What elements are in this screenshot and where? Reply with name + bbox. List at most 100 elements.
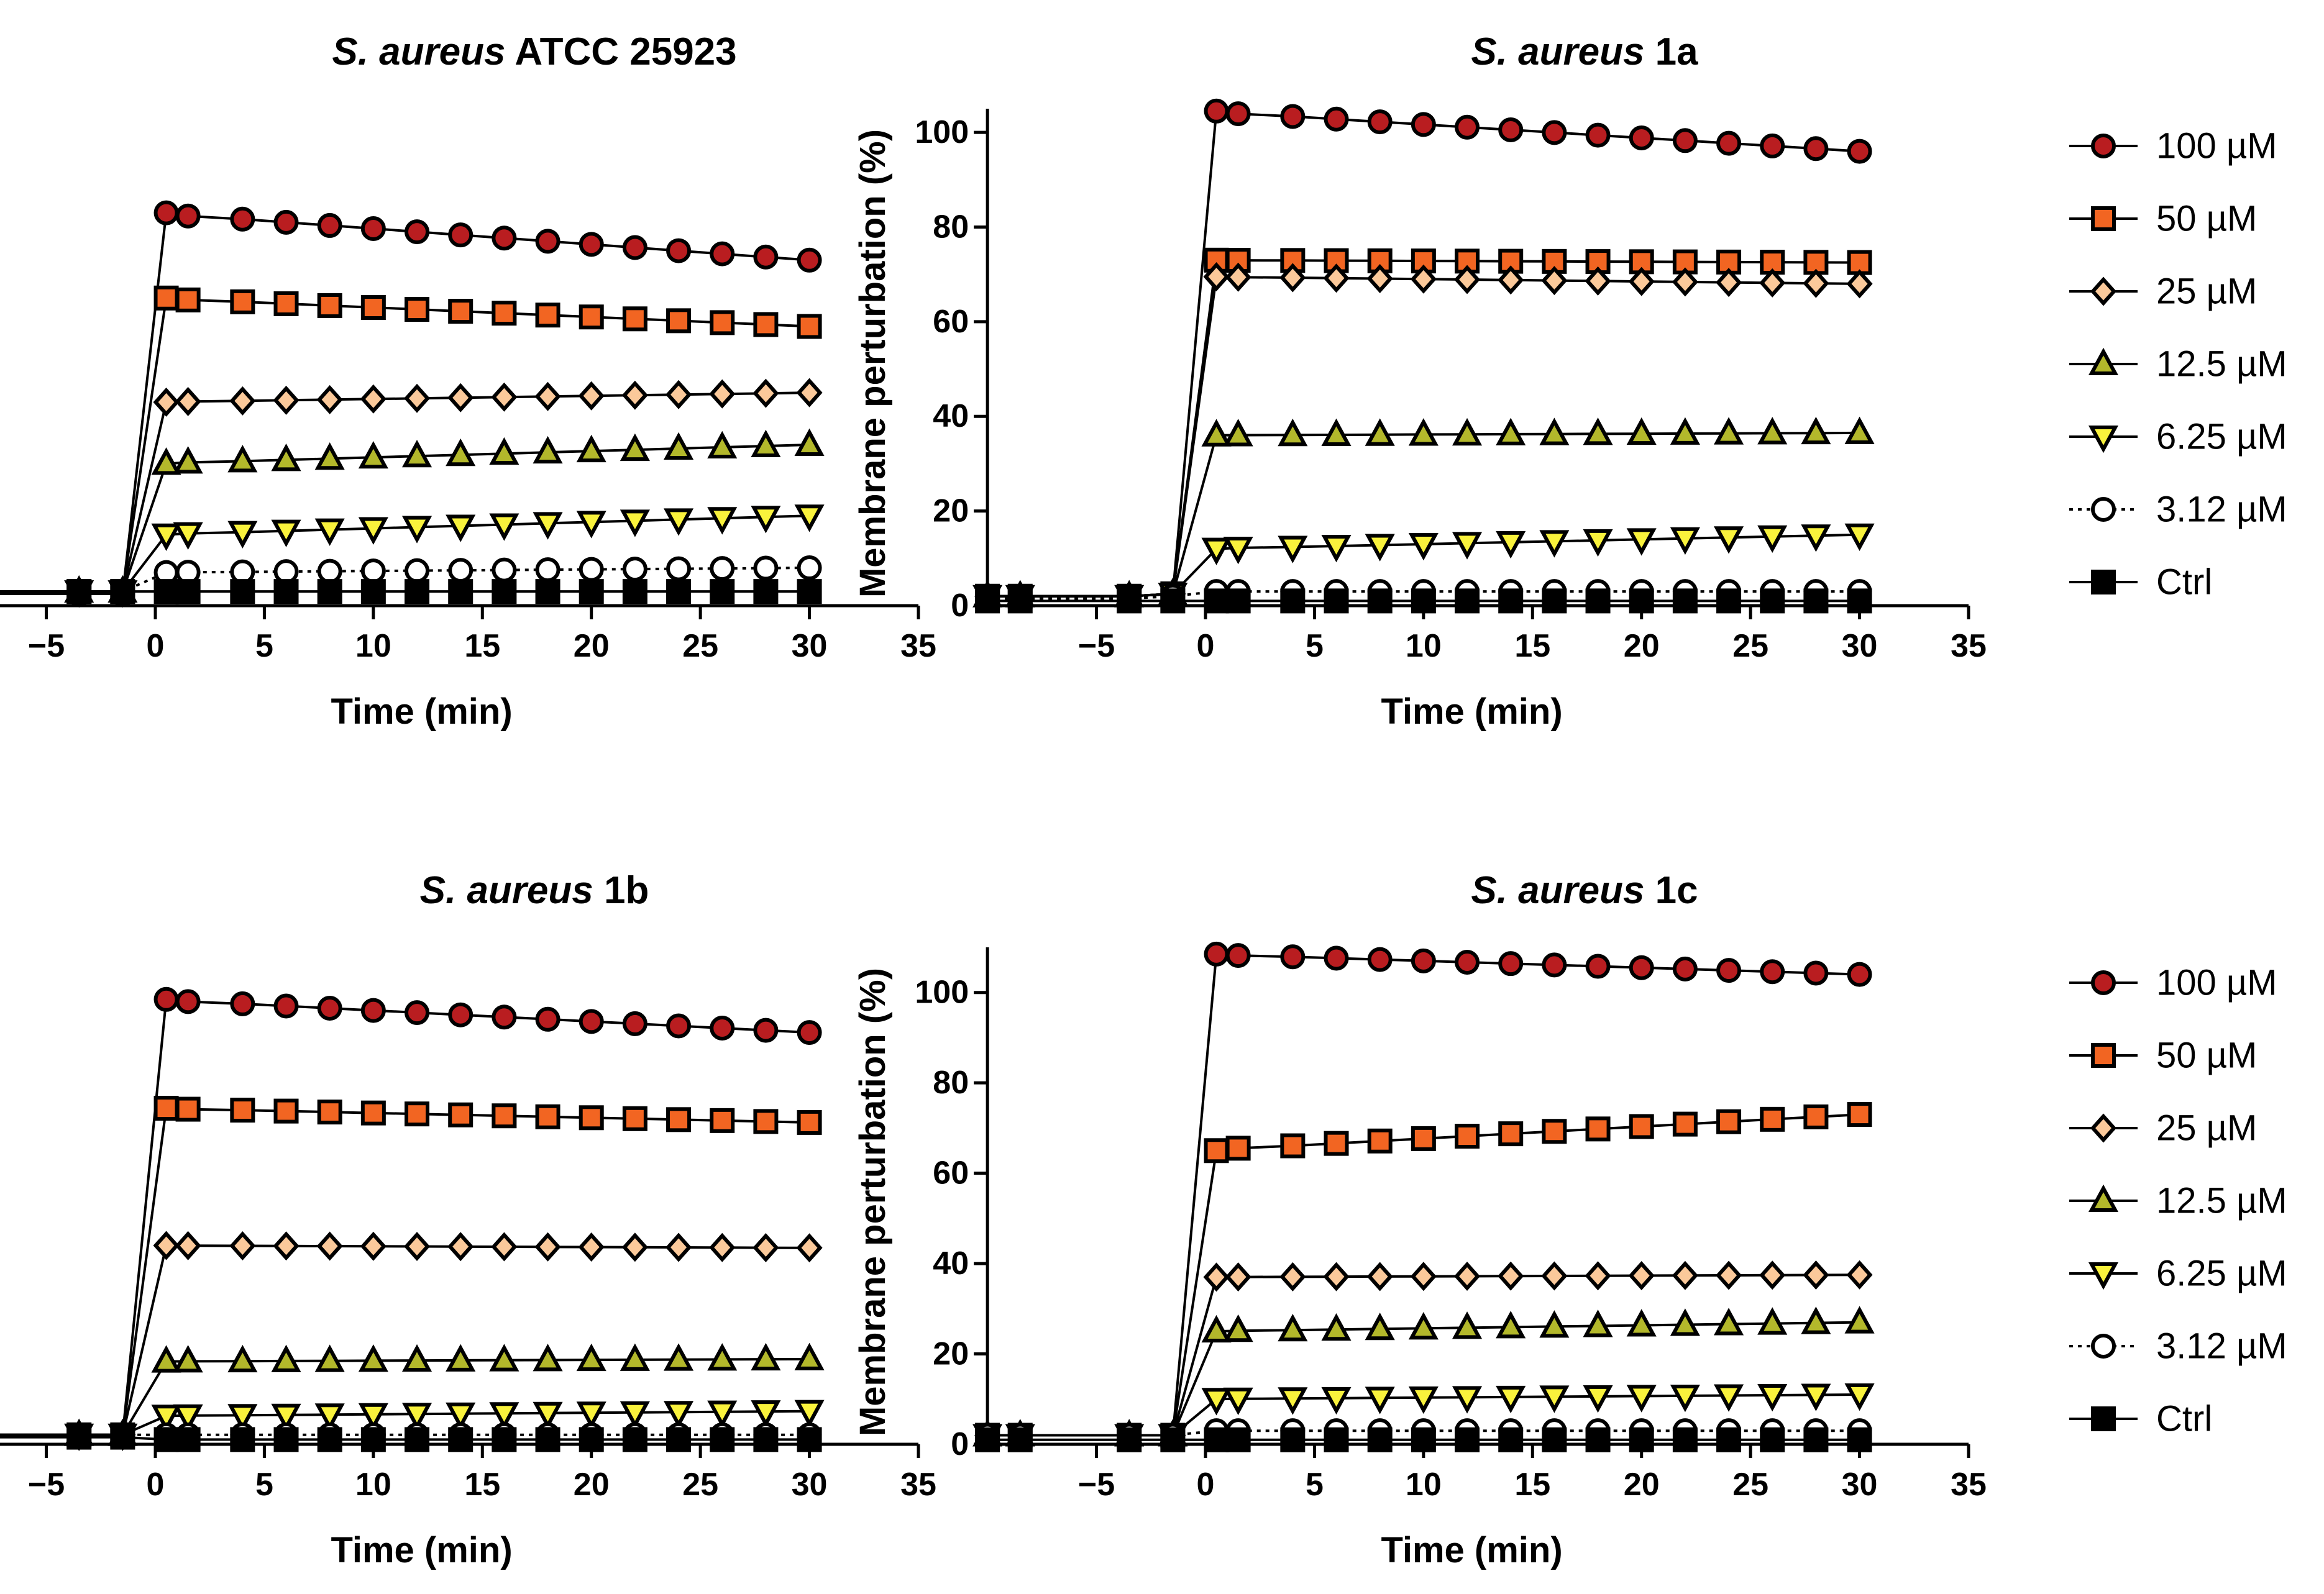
data-point [358,1344,388,1372]
data-point [666,238,692,263]
data-point [1203,262,1230,291]
x-tick-label: 35 [900,628,936,664]
data-point [401,1344,432,1372]
data-point [271,1344,301,1372]
data-point [1847,1102,1872,1127]
data-point [446,514,476,542]
series-100-um [975,941,1872,1448]
data-point [492,1427,517,1452]
legend-label: 6.25 µM [2156,1254,2287,1294]
data-point [1498,248,1524,274]
chart-panel-3: S. aureus 1b020406080100−505101520253035… [0,869,936,1570]
data-point [534,381,561,411]
data-point [1225,101,1251,127]
data-point [1455,1124,1480,1149]
data-point [1541,1261,1568,1291]
data-point [533,1344,563,1372]
data-point [579,557,604,582]
data-point [1626,1309,1657,1337]
data-point [753,378,779,408]
data-point [975,588,1000,614]
legend-label: 50 µM [2156,1036,2257,1076]
data-point [1160,588,1186,614]
legend-marker [2091,570,2116,594]
data-point [358,440,388,469]
chart-title-italic: S. aureus [1471,30,1644,73]
x-tick-label: −5 [28,628,65,664]
data-point [1716,130,1742,156]
data-point [1279,1262,1306,1291]
data-point [1321,1387,1352,1415]
data-point [1846,1260,1873,1290]
data-point [1847,588,1872,614]
data-point [153,1231,180,1260]
data-point [1714,1384,1744,1412]
y-tick-label: 80 [933,1065,969,1101]
data-point [448,222,473,248]
legend-marker [2091,970,2116,995]
legend: 100 µM 50 µM 25 µM 12.5 µM 6.25 µM 3.12 µM Ctr… [2069,963,2287,1439]
data-point [1542,120,1567,145]
data-point [534,1232,561,1262]
data-point [1324,1131,1349,1156]
data-point [66,1424,92,1450]
data-point [533,435,563,464]
data-point [1583,417,1613,445]
data-point [975,1427,1000,1452]
data-point [620,1343,650,1371]
data-point [1628,266,1655,296]
data-point [229,386,256,416]
legend-label: 25 µM [2156,271,2257,312]
data-point [1759,1260,1786,1290]
legend-entry-6p25-um: 6.25 µM [2069,417,2287,457]
y-tick-label: 100 [915,114,969,150]
data-point [175,287,201,312]
data-point [797,1427,822,1452]
data-point [1408,532,1439,561]
data-point [66,579,92,604]
data-point [1539,530,1570,558]
data-point [1410,264,1437,294]
data-point [579,1009,604,1034]
data-point [360,295,386,320]
data-point [1801,524,1831,552]
legend-label: 50 µM [2156,199,2257,239]
data-point [175,1231,201,1260]
data-point [175,579,201,604]
series-line [987,431,1860,598]
legend-label: 100 µM [2156,126,2277,166]
data-point [271,519,301,547]
data-point [1844,1383,1875,1411]
data-point [1452,417,1483,446]
data-point [230,289,255,314]
x-tick-label: 5 [1306,1467,1324,1503]
data-point [579,1105,604,1131]
chart-title-rest: 1c [1644,869,1698,912]
data-point [1225,262,1251,292]
data-point [1160,1427,1186,1452]
data-point [1498,265,1524,295]
data-point [489,1402,519,1430]
legend-label: Ctrl [2156,562,2212,603]
chart-title: S. aureus 1c [1471,869,1698,912]
data-point [1454,1261,1481,1291]
x-tick-label: 20 [1624,628,1660,664]
data-point [535,229,560,254]
data-point [1760,1106,1785,1132]
data-point [1626,528,1657,556]
data-point [1498,1261,1524,1291]
data-point [489,437,519,465]
data-point [1280,944,1306,970]
data-point [1321,535,1352,563]
data-point [753,1018,779,1043]
data-point [710,241,735,266]
data-point [1716,268,1742,298]
data-point [1628,1260,1655,1290]
data-point [1542,952,1567,978]
data-point [753,579,779,604]
data-point [1367,1128,1393,1154]
data-point [175,1096,201,1122]
x-axis-label: Time (min) [1381,1530,1562,1570]
chart-panel-2: S. aureus 1a 0 20 40 60 80 100 −5 0 5 10 15 20 25 30 35… [853,30,1987,732]
